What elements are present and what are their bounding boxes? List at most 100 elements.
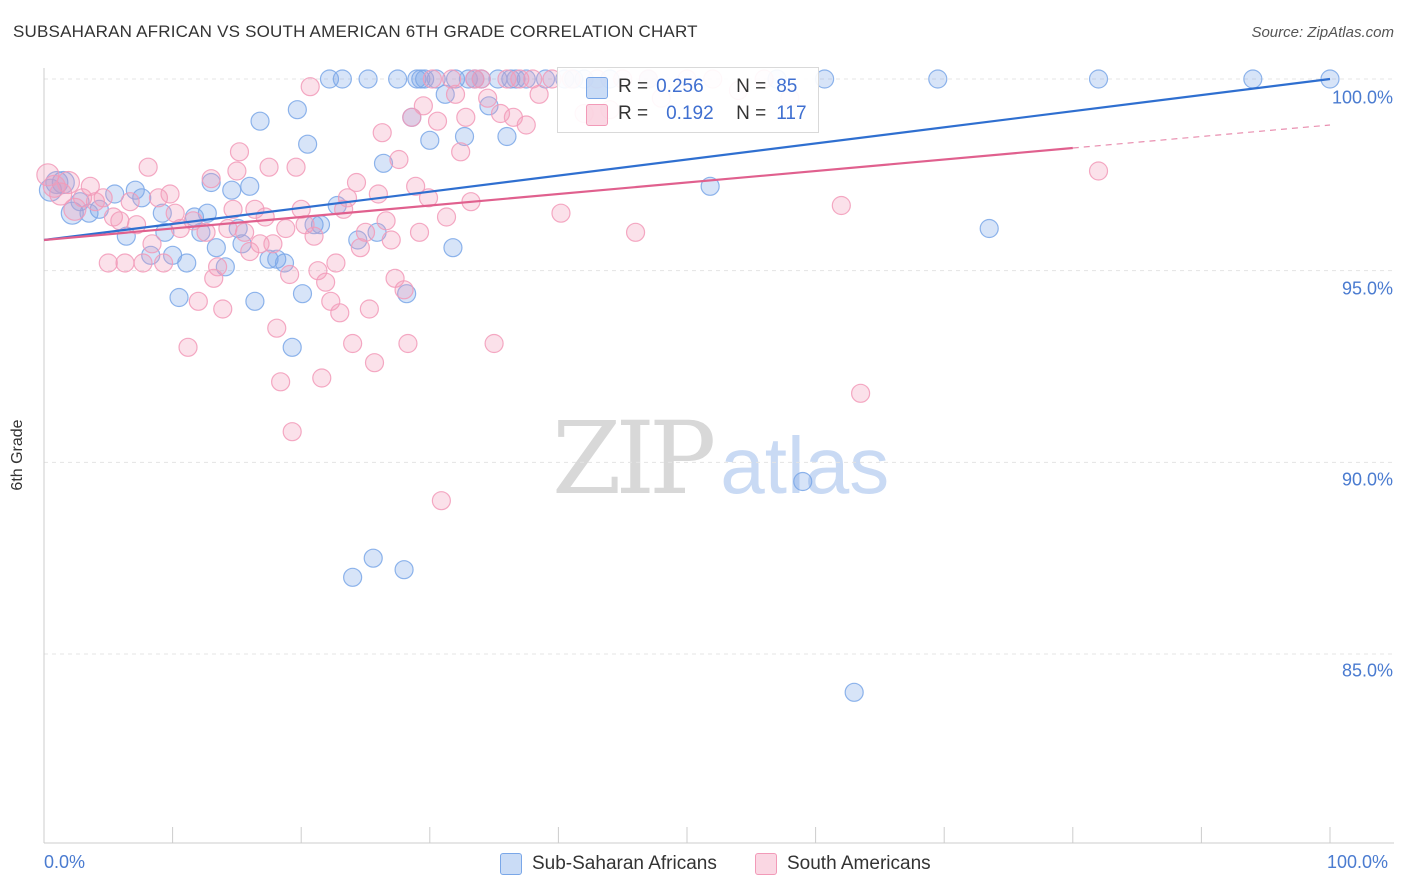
legend-item-south-americans[interactable]: South Americans: [755, 853, 931, 875]
point-south-american: [115, 253, 135, 273]
point-south-american: [138, 157, 158, 177]
trend-extension-south-americans: [1072, 124, 1331, 149]
point-south-american: [80, 176, 100, 196]
point-south-american: [402, 107, 422, 127]
point-south-american: [326, 253, 346, 273]
point-sub-saharan-african: [169, 287, 189, 308]
point-south-american: [235, 222, 255, 242]
point-south-american: [364, 353, 385, 373]
legend-item-sub-saharan-africans[interactable]: Sub-Saharan Africans: [500, 853, 717, 875]
point-sub-saharan-african: [60, 201, 84, 225]
point-sub-saharan-african: [516, 69, 536, 89]
point-south-american: [271, 372, 291, 392]
point-south-american: [381, 230, 401, 250]
legend-r-label: R =: [618, 103, 649, 124]
point-south-american: [376, 211, 396, 231]
point-sub-saharan-african: [793, 471, 813, 492]
point-sub-saharan-african: [240, 176, 260, 196]
point-south-american: [478, 88, 498, 108]
legend-r-value: 0.192: [666, 103, 714, 124]
point-south-american: [204, 268, 224, 288]
point-south-american: [406, 176, 426, 196]
trend-line-south-americans: [43, 146, 1073, 242]
legend-swatch-south-americans: [586, 104, 608, 126]
point-sub-saharan-african: [388, 69, 408, 89]
point-south-american: [343, 333, 363, 354]
point-south-american: [160, 184, 180, 204]
point-south-american: [471, 69, 491, 89]
point-south-american: [1088, 161, 1109, 181]
point-south-american: [355, 222, 376, 242]
point-sub-saharan-african: [373, 153, 394, 173]
point-south-american: [165, 203, 185, 223]
point-south-american: [445, 84, 466, 104]
point-sub-saharan-african: [443, 238, 463, 258]
point-south-american: [330, 303, 350, 323]
y-tick-95: 95.0%: [1341, 278, 1393, 299]
point-south-american: [851, 383, 871, 403]
point-sub-saharan-african: [479, 96, 499, 116]
trend-line-africans: [43, 77, 1331, 242]
point-south-american: [372, 123, 392, 143]
point-south-american: [208, 257, 228, 277]
watermark-atlas: atlas: [720, 421, 890, 510]
point-south-american: [42, 174, 66, 198]
point-south-american: [63, 197, 87, 221]
point-sub-saharan-african: [245, 291, 265, 311]
legend-row-south-americans: R = 0.192 N = 117: [618, 101, 807, 127]
y-tick-90: 90.0%: [1341, 469, 1393, 490]
point-south-american: [72, 188, 93, 208]
point-south-american: [300, 77, 320, 97]
legend-row-africans: R = 0.256 N = 85: [618, 74, 797, 100]
point-south-american: [625, 222, 646, 242]
point-sub-saharan-african: [415, 69, 435, 89]
point-sub-saharan-african: [222, 180, 242, 200]
point-sub-saharan-african: [363, 548, 383, 568]
legend-label-south-americans: South Americans: [787, 853, 931, 874]
point-south-american: [259, 157, 279, 177]
point-south-american: [229, 142, 250, 162]
legend-n-value: 85: [776, 76, 798, 97]
x-tick-0: 0.0%: [44, 852, 86, 872]
point-sub-saharan-african: [358, 69, 378, 89]
point-south-american: [304, 226, 324, 246]
legend-r-value: 0.256: [656, 76, 704, 97]
chart-title: SUBSAHARAN AFRICAN VS SOUTH AMERICAN 6TH…: [13, 22, 698, 41]
point-sub-saharan-african: [250, 111, 270, 131]
point-south-american: [201, 169, 221, 189]
point-sub-saharan-african: [274, 253, 295, 273]
point-sub-saharan-african: [132, 188, 152, 208]
point-south-american: [308, 261, 328, 281]
point-south-american: [178, 337, 198, 357]
point-sub-saharan-african: [979, 218, 999, 239]
point-south-american: [240, 241, 260, 262]
point-south-american: [551, 203, 571, 223]
chart-source: Source: ZipAtlas.com: [1251, 24, 1394, 41]
zipatlas-watermark: ZIP atlas: [552, 400, 889, 517]
point-south-american: [120, 192, 140, 212]
point-south-american: [456, 107, 476, 127]
point-south-american: [312, 368, 332, 388]
point-south-american: [188, 291, 208, 311]
x-tick-100: 100.0%: [1327, 852, 1389, 872]
point-south-american: [413, 96, 433, 116]
point-south-american: [36, 163, 60, 187]
legend-n-label: N =: [736, 103, 767, 124]
point-south-american: [142, 234, 162, 254]
point-south-american: [389, 149, 409, 170]
stats-legend: R = 0.256 N = 85 R = 0.192 N = 117: [557, 67, 819, 133]
point-south-american: [282, 422, 302, 442]
point-south-american: [93, 188, 113, 208]
point-sub-saharan-african: [282, 337, 302, 357]
point-sub-saharan-african: [348, 230, 368, 250]
point-south-american: [133, 253, 153, 273]
point-south-american: [465, 69, 485, 89]
point-sub-saharan-african: [105, 184, 125, 204]
point-south-american: [227, 161, 247, 181]
point-south-american: [451, 142, 471, 162]
point-south-american: [196, 222, 216, 242]
point-south-american: [484, 333, 504, 354]
point-sub-saharan-african: [332, 69, 352, 89]
point-south-american: [359, 299, 379, 319]
